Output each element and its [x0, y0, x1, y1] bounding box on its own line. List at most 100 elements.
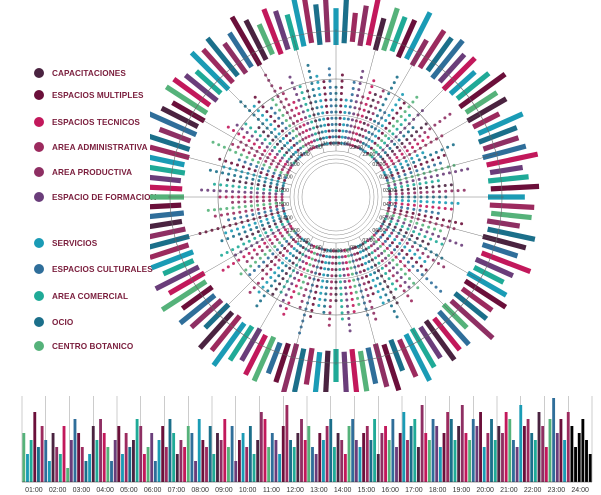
radial-dot [268, 152, 272, 156]
radial-dot [395, 245, 399, 249]
radial-dot [405, 210, 409, 214]
radial-dot [339, 104, 343, 108]
radial-dot [275, 142, 279, 146]
radial-dot [329, 98, 333, 102]
radial-dot [348, 329, 352, 333]
radial-dot [356, 251, 360, 255]
radial-dot [269, 162, 273, 166]
x-tick-label: 09:00 [215, 487, 233, 494]
radial-dot [406, 294, 410, 298]
bar [515, 447, 519, 482]
radial-dot [290, 146, 294, 150]
bar [311, 447, 314, 482]
radial-dot [268, 248, 272, 252]
radial-dot [329, 298, 333, 302]
radial-dot [340, 311, 344, 315]
radial-dot [419, 228, 423, 232]
radial-dot [403, 145, 407, 149]
legend-item: SERVICIOS [34, 236, 97, 250]
radial-dot [382, 220, 386, 224]
bar [369, 440, 373, 482]
radial-dot [230, 229, 234, 233]
legend-label: ESPACIOS CULTURALES [52, 264, 153, 274]
radial-dot [328, 311, 332, 315]
bar [227, 447, 230, 482]
radial-dot [304, 254, 308, 258]
radial-dot [388, 192, 392, 196]
radial-dot [275, 165, 279, 169]
radial-bar [265, 341, 283, 375]
radial-dot [373, 271, 377, 275]
hour-line [380, 153, 499, 186]
radial-dot [249, 162, 253, 166]
radial-dot [272, 171, 276, 175]
radial-dot [281, 113, 285, 117]
radial-dot [345, 248, 349, 252]
radial-dot [242, 148, 246, 152]
radial-dot [252, 286, 256, 290]
radial-dot [399, 162, 403, 166]
radial-bar [349, 348, 360, 392]
radial-dot [342, 123, 346, 127]
radial-dot [331, 141, 335, 145]
radial-dot [290, 227, 294, 231]
bar [332, 447, 336, 482]
radial-dot [237, 205, 241, 209]
radial-dot [344, 286, 348, 290]
radial-dot [301, 245, 305, 249]
radial-dot [363, 150, 367, 154]
radial-dot [247, 151, 251, 155]
radial-dot [364, 274, 368, 278]
radial-dot [292, 247, 296, 251]
radial-dot [350, 297, 354, 301]
bar [427, 440, 431, 482]
radial-bar [150, 164, 186, 176]
radial-dot [277, 258, 281, 262]
radial-dot [403, 173, 407, 177]
radial-dot [212, 182, 216, 186]
radial-dot [425, 205, 429, 209]
radial-dot [340, 79, 344, 83]
radial-dot [362, 282, 366, 286]
bar [581, 419, 585, 482]
bar [424, 433, 428, 482]
radial-dot [370, 305, 374, 309]
radial-dot [337, 135, 341, 139]
radial-dot [417, 232, 421, 236]
radial-dot [281, 184, 285, 188]
radial-dot [281, 254, 285, 258]
legend-item: AREA COMERCIAL [34, 289, 128, 303]
radial-dot [269, 181, 273, 185]
bar [88, 454, 92, 482]
radial-dot [360, 263, 364, 267]
radial-dot [412, 187, 416, 191]
radial-dot [308, 263, 312, 267]
radial-dot [224, 231, 228, 235]
radial-dot [281, 206, 285, 210]
radial-bar [487, 226, 536, 242]
radial-dot [347, 136, 351, 140]
radial-dot [429, 153, 433, 157]
radial-dot [393, 208, 397, 212]
radial-dot [381, 301, 385, 305]
radial-dot [438, 161, 442, 165]
radial-dot [220, 253, 224, 257]
radial-dot [262, 203, 266, 207]
radial-dot [337, 129, 341, 133]
radial-dot [248, 290, 252, 294]
radial-dot [265, 145, 269, 149]
radial-dot [353, 106, 357, 110]
radial-bar [198, 310, 235, 350]
radial-dot [273, 119, 277, 123]
bar [263, 419, 267, 482]
bar [362, 433, 366, 482]
bar [95, 440, 99, 482]
radial-dot [231, 184, 235, 188]
radial-dot [293, 114, 297, 118]
radial-dot [243, 205, 247, 209]
radial-dot [340, 255, 344, 259]
radial-dot [323, 142, 327, 146]
radial-dot [439, 289, 443, 293]
radial-dot [304, 102, 308, 106]
radial-dot [340, 249, 344, 253]
